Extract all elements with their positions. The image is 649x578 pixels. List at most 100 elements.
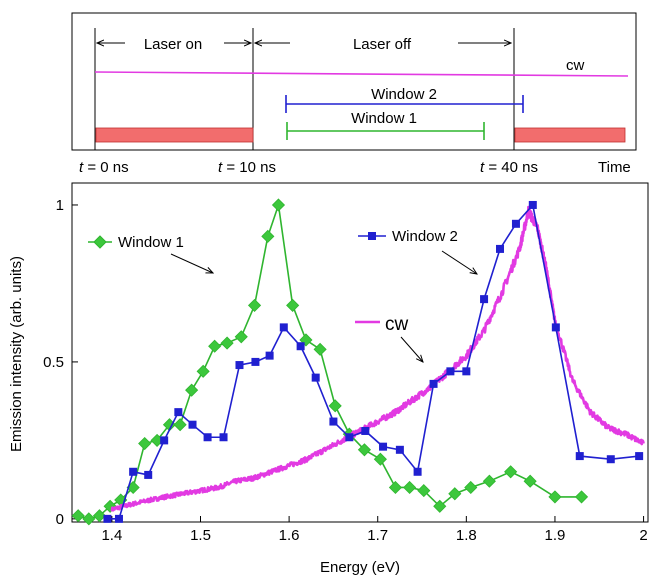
window2-pointer-arrow — [441, 250, 477, 274]
series-window-2 — [103, 200, 644, 523]
data-point-window-2 — [413, 467, 422, 476]
legend-cw-label: cw — [385, 314, 409, 335]
spectrum-chart: 1.4 1.5 1.6 1.7 1.8 1.9 2 0 0.5 1 Window 1 Window… — [8, 182, 649, 576]
data-point-window-2 — [635, 452, 644, 461]
data-point-window-1 — [247, 298, 262, 312]
data-point-window-1 — [373, 452, 387, 466]
data-point-window-1 — [261, 229, 275, 243]
laser-pulse-1 — [95, 127, 254, 143]
data-point-window-2 — [311, 373, 320, 382]
data-point-window-1 — [523, 474, 537, 488]
timing-diagram: Laser on Laser off cw Window 2 Window 1 … — [71, 12, 637, 176]
data-point-window-1 — [433, 499, 447, 513]
data-point-window-1 — [185, 383, 199, 397]
data-point-window-1 — [208, 339, 222, 353]
data-point-window-2 — [575, 452, 584, 461]
data-point-window-2 — [296, 342, 305, 351]
data-point-window-1 — [482, 474, 496, 488]
x-tick-label: 1.8 — [456, 527, 477, 544]
data-point-window-1 — [504, 465, 518, 479]
data-point-window-2 — [144, 470, 153, 479]
series-layer — [71, 198, 645, 526]
data-point-window-2 — [174, 408, 183, 417]
data-point-window-1 — [286, 298, 300, 312]
data-point-window-2 — [329, 417, 338, 426]
x-tick-label: 1.5 — [190, 527, 211, 544]
data-point-window-2 — [361, 426, 370, 435]
legend-cw: cw — [355, 314, 409, 335]
data-point-window-2 — [279, 323, 288, 332]
t0-label: t = 0 ns — [79, 159, 129, 176]
legend-window1-marker — [93, 235, 107, 249]
window2-bar-label: Window 2 — [371, 86, 437, 103]
t40-label: t = 40 ns — [480, 159, 538, 176]
data-point-window-2 — [528, 200, 537, 209]
series-cw — [110, 205, 645, 512]
data-point-window-2 — [203, 433, 212, 442]
y-tick-label: 0 — [56, 511, 64, 528]
plot-frame — [71, 182, 649, 523]
data-point-window-1 — [234, 330, 248, 344]
axis-ticks: 1.4 1.5 1.6 1.7 1.8 1.9 2 0 0.5 1 — [43, 197, 648, 544]
time-axis-label: Time — [598, 159, 631, 176]
legend-window1-label: Window 1 — [118, 234, 184, 251]
x-tick-label: 1.6 — [279, 527, 300, 544]
data-point-window-2 — [480, 295, 489, 304]
timing-frame — [71, 12, 637, 151]
y-tick-label: 1 — [56, 197, 64, 214]
laser-on-label: Laser on — [144, 36, 202, 53]
laser-pulse-2 — [514, 127, 626, 143]
cw-pointer-arrow — [400, 336, 423, 362]
data-point-window-2 — [251, 357, 260, 366]
legend-window1: Window 1 — [88, 234, 184, 251]
data-point-window-2 — [395, 445, 404, 454]
x-tick-label: 1.7 — [367, 527, 388, 544]
legend-window2-marker — [368, 232, 376, 240]
data-point-window-1 — [71, 509, 85, 523]
data-point-window-2 — [379, 442, 388, 451]
data-point-window-2 — [188, 420, 197, 429]
legend-window2: Window 2 — [358, 228, 458, 245]
data-point-window-1 — [388, 480, 403, 495]
data-point-window-1 — [92, 509, 107, 523]
data-point-window-2 — [160, 436, 169, 445]
data-point-window-1 — [103, 499, 117, 513]
x-tick-label: 1.9 — [545, 527, 566, 544]
data-point-window-1 — [464, 480, 478, 495]
data-point-window-2 — [103, 514, 112, 523]
data-point-window-1 — [220, 336, 234, 350]
data-point-window-2 — [462, 367, 471, 376]
t10-label: t = 10 ns — [218, 159, 276, 176]
cw-label: cw — [566, 57, 585, 74]
data-point-window-1 — [357, 443, 371, 457]
data-point-window-1 — [403, 480, 417, 495]
data-point-window-2 — [446, 367, 455, 376]
data-point-window-1 — [138, 436, 152, 451]
y-axis-title: Emission intensity (arb. units) — [8, 256, 25, 452]
series-line-cw — [110, 205, 645, 512]
legend-window2-label: Window 2 — [392, 228, 458, 245]
y-tick-label: 0.5 — [43, 354, 64, 371]
data-point-window-1 — [574, 490, 589, 504]
data-point-window-1 — [417, 484, 431, 498]
data-point-window-2 — [345, 433, 354, 442]
data-point-window-2 — [496, 244, 505, 253]
data-point-window-2 — [235, 361, 244, 370]
data-point-window-1 — [448, 487, 462, 501]
series-line-window-2 — [107, 203, 640, 520]
data-point-window-2 — [606, 455, 615, 464]
window1-bar-label: Window 1 — [351, 110, 417, 127]
data-point-window-1 — [271, 198, 286, 212]
data-point-window-2 — [129, 467, 138, 476]
x-axis-title: Energy (eV) — [320, 559, 400, 576]
data-point-window-1 — [173, 418, 187, 432]
window1-pointer-arrow — [170, 253, 213, 273]
data-point-window-2 — [114, 514, 123, 523]
laser-off-label: Laser off — [353, 36, 412, 53]
data-point-window-2 — [265, 351, 274, 360]
data-point-window-1 — [196, 364, 210, 378]
cw-line — [94, 71, 629, 77]
x-tick-label: 1.4 — [101, 527, 122, 544]
data-point-window-1 — [82, 512, 96, 526]
